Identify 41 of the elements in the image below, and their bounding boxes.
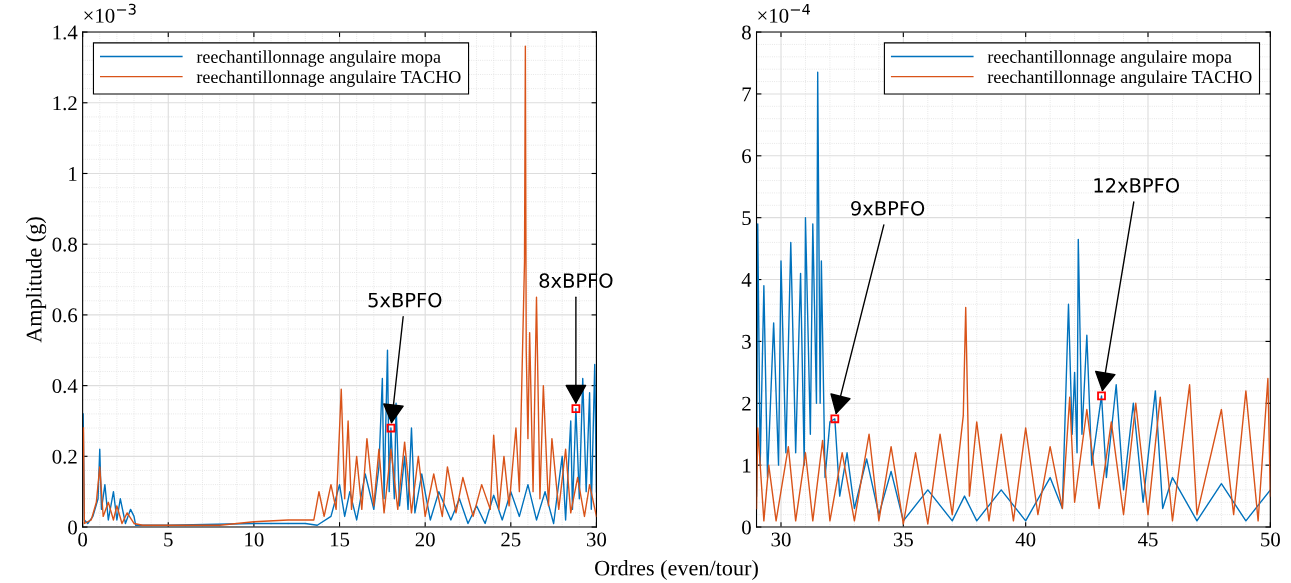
annotation: 9xBPFO [851,200,925,216]
annotation: 5xBPFO [368,292,442,308]
y-tick-label: 5 [742,211,751,226]
annotation: 12xBPFO [1094,178,1180,193]
x-tick-label: 10 [245,532,264,547]
y-tick-label: 0.6 [52,308,78,323]
legend-label: reechantillonnage angulaire TACHO [987,70,1252,87]
y-tick-label: 0 [68,520,77,535]
y-axis-title: Amplitude (g) [25,217,47,343]
y-tick-label: 0.8 [52,237,77,252]
x-tick-label: 40 [1015,532,1036,547]
legend-label: reechantillonnage angulaire mopa [196,50,441,67]
legend-label: reechantillonnage angulaire mopa [987,50,1232,67]
y-tick-label: 1.4 [53,25,78,40]
legend-label: reechantillonnage angulaire TACHO [196,70,461,87]
y-tick-label: 0.4 [52,378,78,394]
x-tick-label: 5 [164,532,173,547]
x-tick-label: 30 [771,532,791,547]
y-tick-label: 0.2 [52,449,77,464]
x-tick-label: 20 [415,532,435,547]
line-series [756,71,1271,522]
x-tick-label: 35 [893,532,913,547]
y-tick-label: 8 [742,25,751,40]
x-tick-label: 0 [78,532,88,547]
text: ×10$^{−4}$ [758,3,810,23]
y-tick-label: 0 [742,520,751,535]
text: ×10$^{−3}$ [84,3,136,23]
x-tick-label: 50 [1261,532,1280,547]
y-tick-label: 1.2 [53,96,77,111]
y-tick-label: 1 [743,458,751,473]
x-tick-label: 30 [587,532,607,547]
x-tick-label: 45 [1138,532,1158,547]
y-tick-label: 7 [742,87,752,102]
y-tick-label: 1 [69,166,77,181]
y-tick-label: 3 [742,334,751,349]
y-tick-label: 6 [742,149,752,164]
x-tick-label: 25 [501,532,521,547]
x-tick-label: 15 [330,532,350,547]
x-axis-title: Ordres (even/tour) [595,559,758,581]
y-tick-label: 2 [742,396,751,411]
y-tick-label: 4 [741,273,752,287]
